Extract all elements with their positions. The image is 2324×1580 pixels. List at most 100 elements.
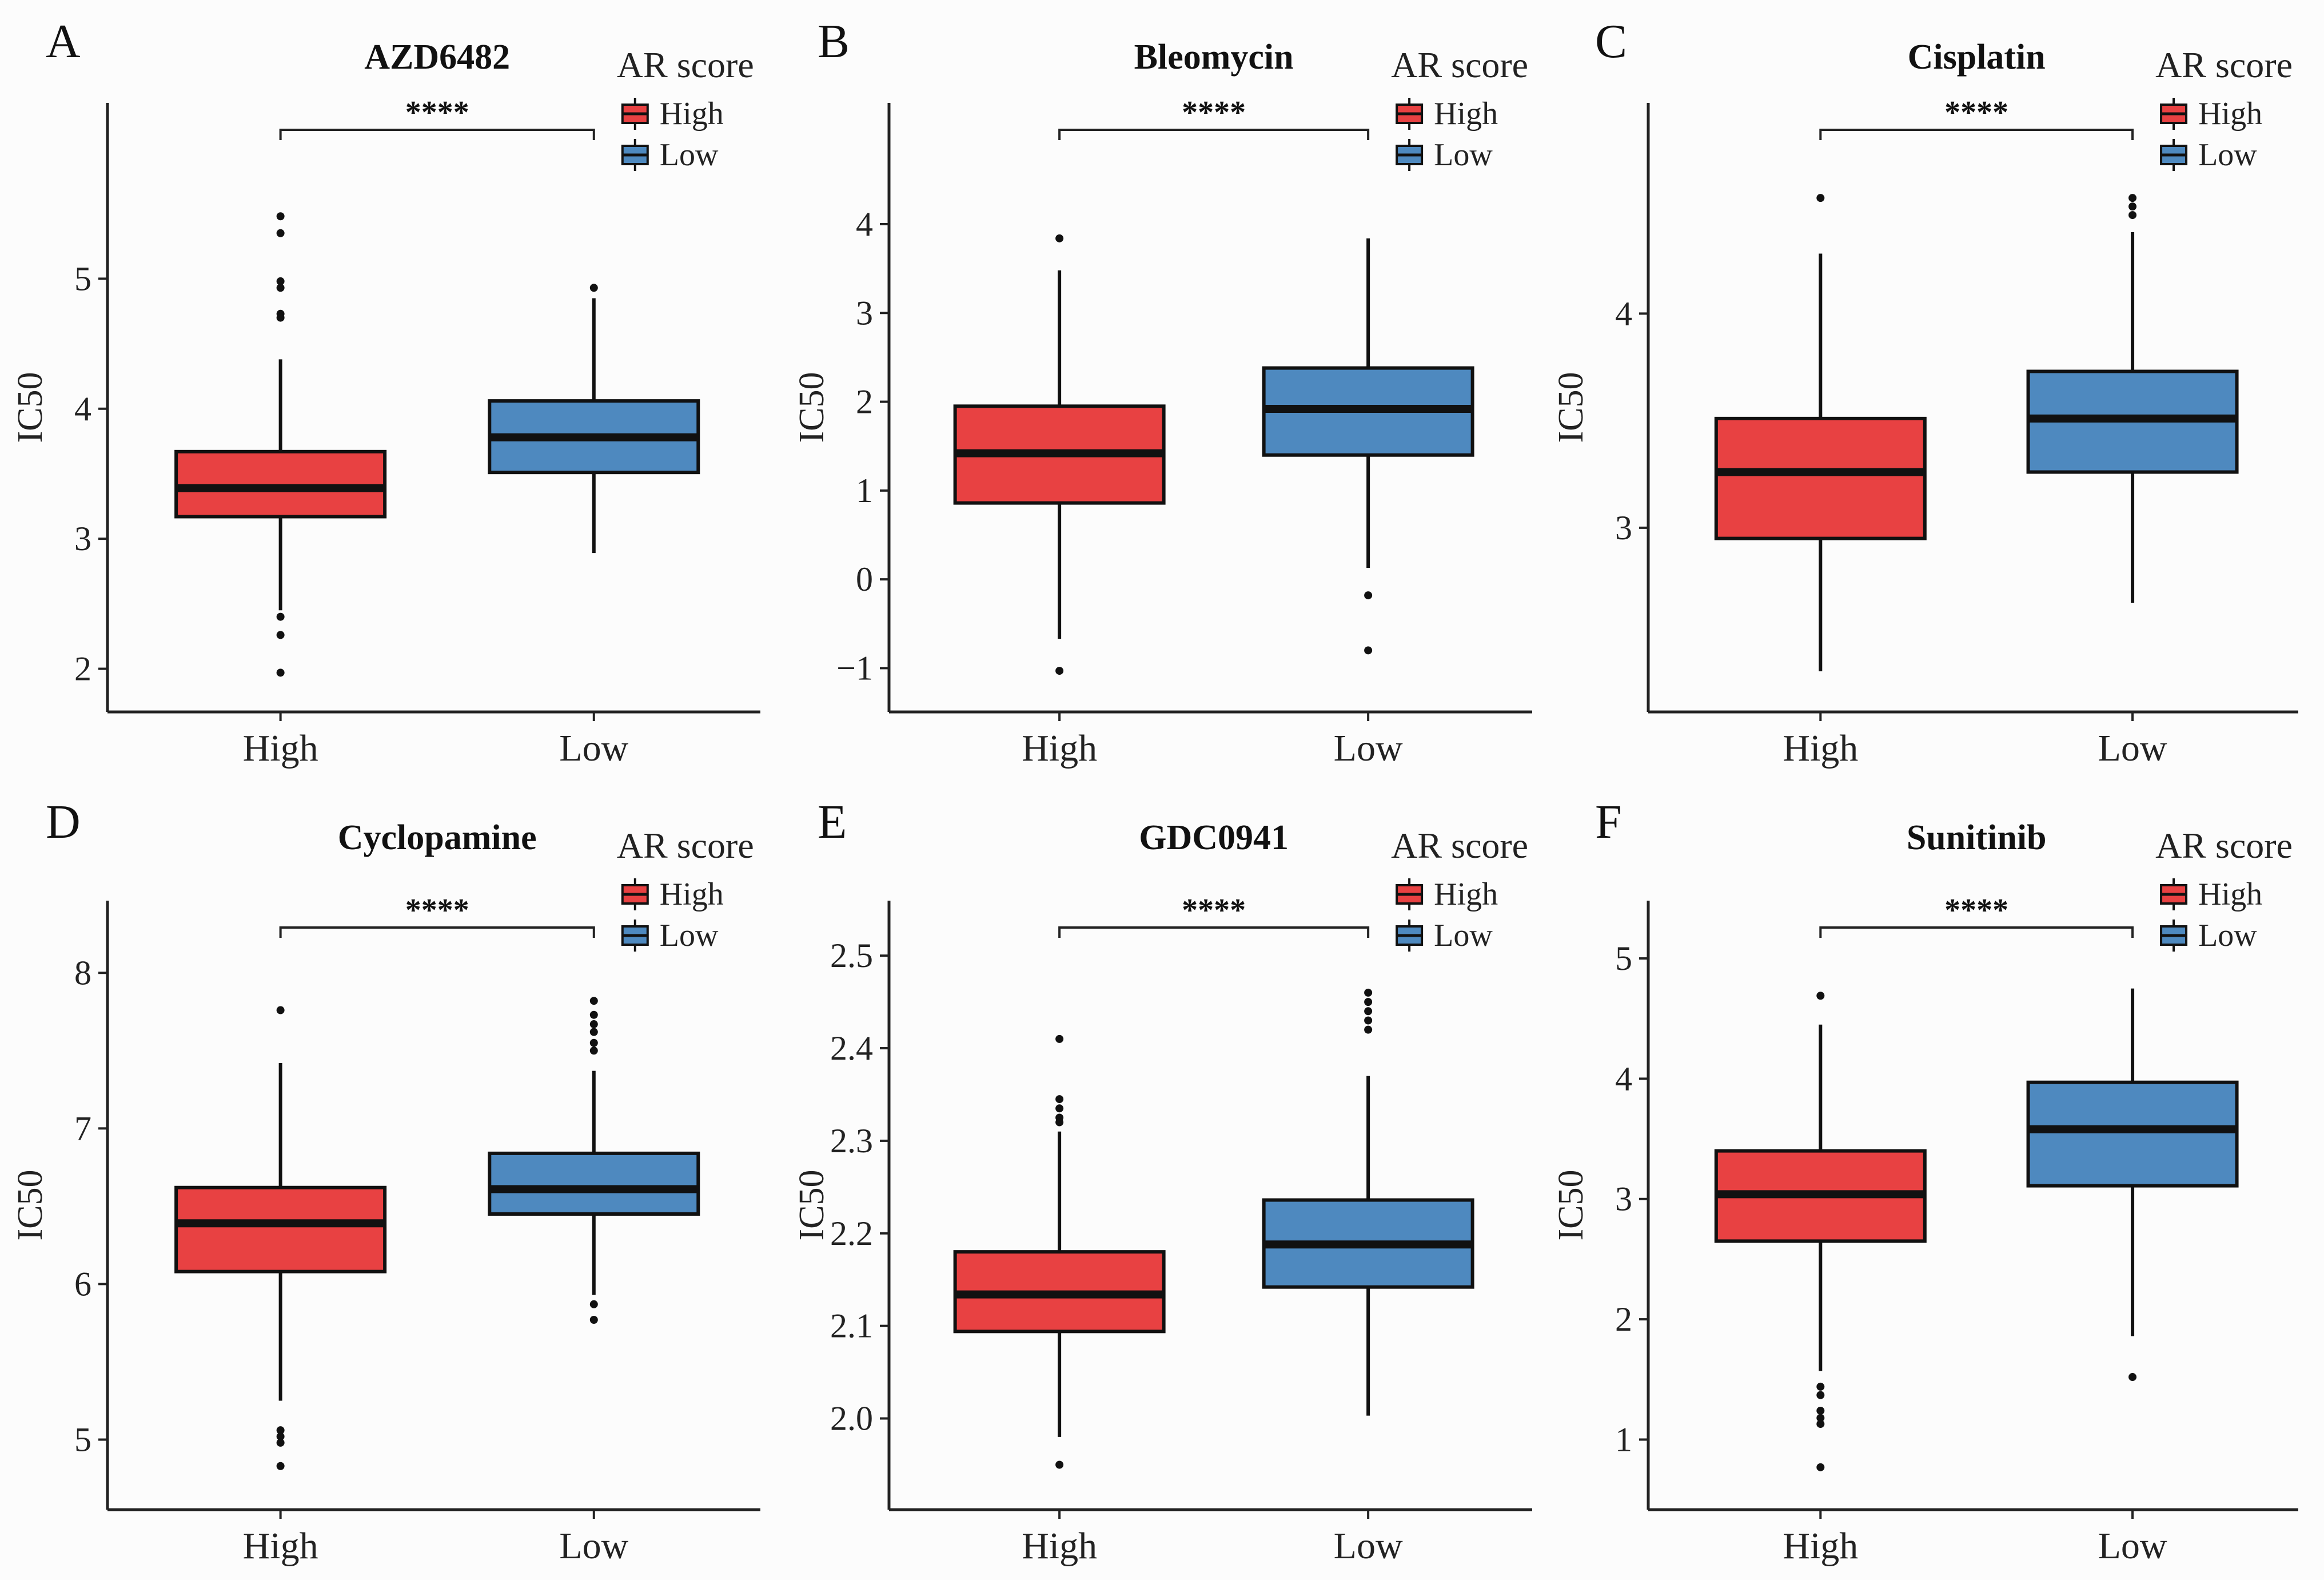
- legend-key-high: [621, 878, 649, 910]
- box-low: [2026, 194, 2239, 603]
- legend-key-high: [621, 98, 649, 130]
- box-body: [488, 1151, 700, 1216]
- y-tick-label: 8: [74, 954, 91, 992]
- box-high: [174, 212, 387, 677]
- legend-key-high: [2160, 878, 2188, 910]
- outlier-point: [1816, 1420, 1825, 1428]
- legend-label: High: [2198, 877, 2262, 912]
- outlier-point: [1364, 1025, 1373, 1034]
- x-tick-label: High: [1783, 727, 1858, 769]
- legend-label: Low: [660, 918, 719, 953]
- y-tick-label: 0: [856, 560, 873, 598]
- y-axis-label: IC50: [11, 372, 50, 443]
- legend: AR score High Low: [617, 825, 754, 953]
- significance-bracket: [1058, 129, 1370, 140]
- legend: AR score High Low: [2155, 825, 2293, 953]
- panel-c: C Cisplatin 3 4 IC50 High Low **** AR score High L…: [1552, 15, 2298, 769]
- outlier-point: [1364, 646, 1373, 655]
- outlier-point: [1816, 992, 1825, 1000]
- legend-title: AR score: [1391, 45, 1528, 85]
- y-tick-label: 4: [1615, 294, 1632, 332]
- y-tick-label: 2: [74, 650, 91, 688]
- outlier-point: [589, 284, 598, 292]
- outlier-point: [1364, 988, 1373, 997]
- outlier-point: [1055, 667, 1064, 675]
- legend-label: High: [2198, 96, 2262, 132]
- significance-bracket: [279, 129, 595, 140]
- legend-title: AR score: [2155, 45, 2293, 85]
- box-high: [1714, 194, 1927, 671]
- outlier-point: [589, 997, 598, 1005]
- significance-label: ****: [1182, 95, 1246, 130]
- box-high: [953, 234, 1166, 675]
- panel-letter: E: [818, 795, 847, 849]
- box-high: [1714, 992, 1927, 1471]
- significance-label: ****: [1182, 893, 1246, 928]
- outlier-point: [1055, 1118, 1064, 1127]
- legend-label: Low: [1434, 918, 1493, 953]
- y-tick-label: 5: [74, 260, 91, 297]
- y-tick-label: 6: [74, 1265, 91, 1303]
- legend-title: AR score: [617, 45, 754, 85]
- outlier-point: [1364, 1007, 1373, 1016]
- y-tick-label: 5: [1615, 940, 1632, 977]
- legend-key-low: [1396, 920, 1424, 952]
- box-low: [1262, 988, 1474, 1416]
- outlier-point: [1055, 1460, 1064, 1469]
- significance-bracket: [1058, 926, 1370, 938]
- outlier-point: [276, 229, 285, 237]
- y-tick-label: 3: [856, 294, 873, 332]
- outlier-point: [589, 1020, 598, 1029]
- outlier-point: [276, 1432, 285, 1441]
- outlier-point: [276, 1438, 285, 1447]
- outlier-point: [589, 1028, 598, 1036]
- legend: AR score High Low: [2155, 45, 2293, 173]
- y-tick-label: 3: [1615, 509, 1632, 547]
- x-tick-label: High: [1022, 727, 1097, 769]
- x-tick-label: Low: [559, 1525, 628, 1567]
- legend-key-low: [2160, 920, 2188, 952]
- panel-e: E GDC0941 2.0 2.1 2.2 2.3 2.4 2.5 IC50 High Low ***…: [792, 795, 1532, 1567]
- box-low: [488, 284, 700, 554]
- significance-bracket: [1819, 129, 2134, 140]
- panel-letter: C: [1595, 15, 1627, 68]
- legend-title: AR score: [617, 825, 754, 866]
- outlier-point: [2128, 194, 2137, 202]
- box-body: [174, 1185, 387, 1273]
- x-tick-label: High: [243, 727, 318, 769]
- chart-title: Bleomycin: [1134, 38, 1294, 77]
- x-tick-label: Low: [2098, 727, 2167, 769]
- legend: AR score High Low: [1391, 45, 1528, 173]
- outlier-point: [276, 277, 285, 285]
- y-tick-label: 7: [74, 1109, 91, 1147]
- y-tick-label: 4: [1615, 1060, 1632, 1097]
- panel-d: D Cyclopamine 5 6 7 8 IC50 High Low **** AR score H…: [11, 795, 760, 1567]
- outlier-point: [1055, 1104, 1064, 1113]
- y-tick-label: 5: [74, 1420, 91, 1458]
- chart-title: Cisplatin: [1908, 38, 2046, 77]
- y-axis-label: IC50: [1552, 1170, 1590, 1241]
- y-tick-label: 1: [1615, 1420, 1632, 1458]
- significance-label: ****: [1944, 893, 2008, 928]
- legend: AR score High Low: [617, 45, 754, 173]
- outlier-point: [589, 1315, 598, 1324]
- chart-title: Sunitinib: [1907, 818, 2047, 857]
- x-tick-label: Low: [1334, 727, 1403, 769]
- legend-key-high: [2160, 98, 2188, 130]
- y-tick-label: 2.0: [830, 1400, 873, 1438]
- legend-key-low: [2160, 139, 2188, 171]
- outlier-point: [1816, 194, 1825, 202]
- box-low: [1262, 238, 1474, 655]
- legend-key-low: [621, 920, 649, 952]
- outlier-point: [276, 313, 285, 322]
- outlier-point: [1816, 1463, 1825, 1471]
- outlier-point: [1364, 1016, 1373, 1025]
- significance-label: ****: [1944, 95, 2008, 130]
- y-tick-label: 2.1: [830, 1307, 873, 1345]
- y-tick-label: 2: [1615, 1300, 1632, 1338]
- chart-title: Cyclopamine: [338, 818, 537, 857]
- box-high: [953, 1034, 1166, 1469]
- outlier-point: [589, 1046, 598, 1055]
- outlier-point: [276, 668, 285, 677]
